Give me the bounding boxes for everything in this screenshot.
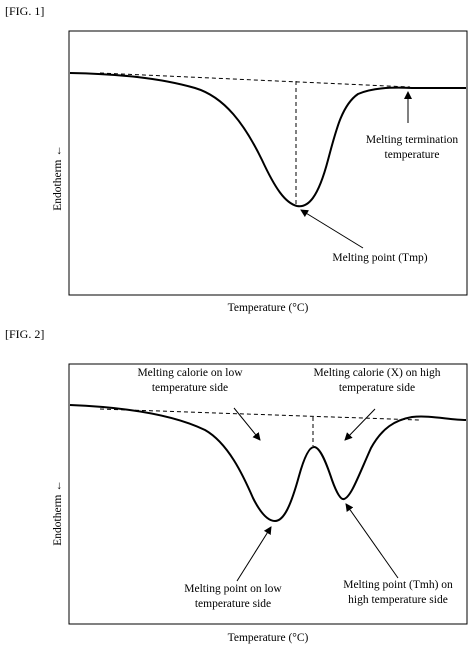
fig1-melting-point-label: Melting point (Tmp) (332, 252, 427, 264)
fig2-calorie-low-arrow (233, 407, 261, 441)
fig2-calorie-low-label-line2: temperature side (152, 382, 228, 394)
fig2-calorie-high-arrow (344, 408, 376, 441)
fig1-baseline (99, 72, 411, 88)
fig2-calorie-high-label-line1: Melting calorie (X) on high (313, 367, 440, 379)
fig2-frame (68, 363, 468, 625)
fig1-ylabel: Endotherm ← (52, 145, 64, 210)
fig1-xlabel: Temperature (°C) (228, 302, 309, 314)
fig2-mp-low-arrow (236, 526, 272, 582)
fig1-termination-label-line2: temperature (385, 149, 440, 161)
fig1-termination-label-line1: Melting termination (366, 134, 459, 146)
fig2-calorie-high-label-line2: temperature side (339, 382, 415, 394)
fig1-frame (68, 30, 468, 296)
fig2-mp-high-label-line1: Melting point (Tmh) on (343, 579, 453, 591)
fig1-label: [FIG. 1] (5, 4, 45, 18)
fig2-calorie-low-label-line1: Melting calorie on low (137, 367, 243, 379)
fig2-dsc-curve (69, 404, 467, 523)
fig2-label: [FIG. 2] (5, 327, 45, 341)
fig2-mp-low-label-line1: Melting point on low (184, 583, 282, 595)
fig2-mp-high-arrow (345, 503, 399, 579)
fig2-mp-high-label-line2: high temperature side (348, 594, 448, 606)
fig1-dsc-curve (69, 72, 466, 208)
fig2-xlabel: Temperature (°C) (228, 632, 309, 644)
fig1-chart: Melting termination temperature Melting … (52, 30, 468, 314)
fig2-ylabel: Endotherm ← (52, 480, 64, 545)
fig1-melting-point-arrow (300, 209, 364, 249)
fig2-mp-low-label-line2: temperature side (195, 598, 271, 610)
fig2-chart: Melting calorie on low temperature side … (52, 363, 468, 644)
fig2-baseline (99, 408, 421, 421)
